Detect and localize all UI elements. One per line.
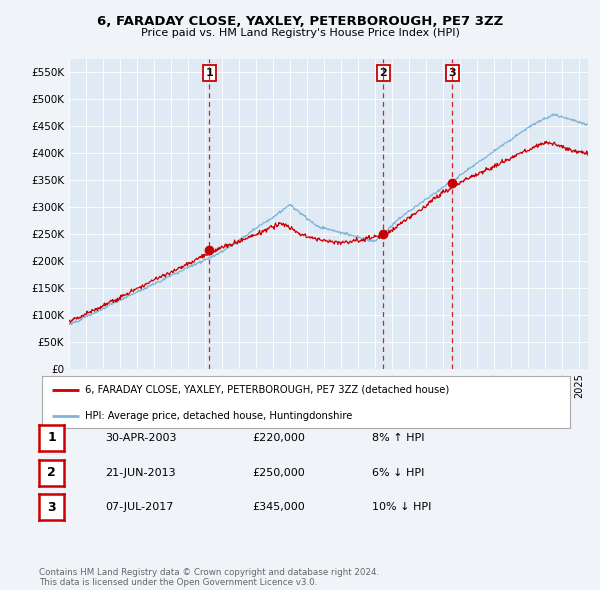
Text: 6, FARADAY CLOSE, YAXLEY, PETERBOROUGH, PE7 3ZZ: 6, FARADAY CLOSE, YAXLEY, PETERBOROUGH, … — [97, 15, 503, 28]
Text: 6% ↓ HPI: 6% ↓ HPI — [372, 468, 424, 477]
Text: 2: 2 — [47, 466, 56, 479]
Text: Contains HM Land Registry data © Crown copyright and database right 2024.
This d: Contains HM Land Registry data © Crown c… — [39, 568, 379, 587]
Text: 07-JUL-2017: 07-JUL-2017 — [105, 503, 173, 512]
Text: 3: 3 — [47, 501, 56, 514]
Text: 3: 3 — [448, 68, 456, 78]
Text: 1: 1 — [47, 431, 56, 444]
Text: Price paid vs. HM Land Registry's House Price Index (HPI): Price paid vs. HM Land Registry's House … — [140, 28, 460, 38]
Text: 10% ↓ HPI: 10% ↓ HPI — [372, 503, 431, 512]
Text: £345,000: £345,000 — [252, 503, 305, 512]
Text: 6, FARADAY CLOSE, YAXLEY, PETERBOROUGH, PE7 3ZZ (detached house): 6, FARADAY CLOSE, YAXLEY, PETERBOROUGH, … — [85, 385, 449, 395]
Text: 1: 1 — [206, 68, 213, 78]
Text: £220,000: £220,000 — [252, 433, 305, 442]
Text: £250,000: £250,000 — [252, 468, 305, 477]
Text: 2: 2 — [379, 68, 387, 78]
Text: HPI: Average price, detached house, Huntingdonshire: HPI: Average price, detached house, Hunt… — [85, 411, 353, 421]
Text: 21-JUN-2013: 21-JUN-2013 — [105, 468, 176, 477]
Text: 8% ↑ HPI: 8% ↑ HPI — [372, 433, 425, 442]
Text: 30-APR-2003: 30-APR-2003 — [105, 433, 176, 442]
